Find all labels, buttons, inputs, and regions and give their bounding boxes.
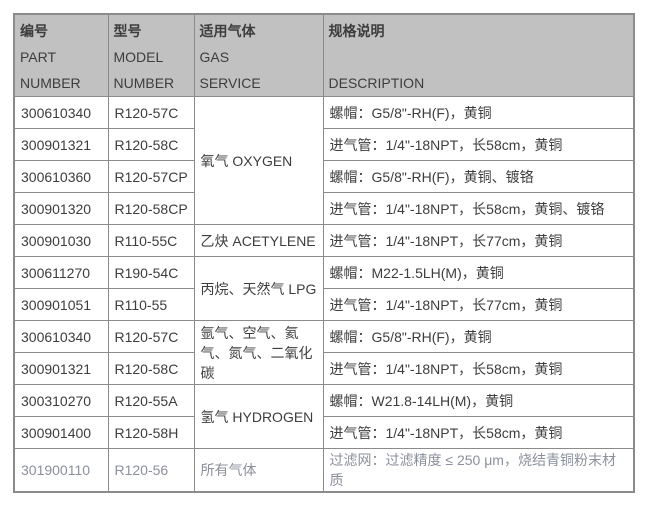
description-cell: 过滤网：过滤精度 ≤ 250 μm，烧结青铜粉末材质 bbox=[322, 448, 635, 493]
table-row: 300610340 R120-57C 氧气 OXYGEN 螺帽：G5/8"-RH… bbox=[13, 96, 635, 225]
table-row: 301900110 R120-56 所有气体 过滤网：过滤精度 ≤ 250 μm… bbox=[13, 448, 635, 493]
part-number-cell: 300611270 bbox=[13, 256, 109, 289]
table-row: 300901320 R120-58CP 进气管：1/4"-18NPT，长58cm… bbox=[13, 192, 635, 225]
model-number-cell: R120-55A bbox=[107, 384, 195, 417]
header-label-en2: SERVICE bbox=[199, 75, 261, 91]
model-number-cell: R120-58C bbox=[107, 128, 195, 161]
description-cell: 进气管：1/4"-18NPT，长58cm，黄铜 bbox=[322, 416, 635, 449]
description-cell: 进气管：1/4"-18NPT，长77cm，黄铜 bbox=[322, 288, 635, 321]
model-number-cell: R120-57CP bbox=[107, 160, 195, 193]
part-number-cell: 300610340 bbox=[13, 96, 109, 129]
table-row: 300310270 R120-55A 氢气 HYDROGEN 螺帽：W21.8-… bbox=[13, 384, 635, 449]
part-number-cell: 300901030 bbox=[13, 224, 109, 257]
header-label-en1: MODEL bbox=[113, 49, 164, 65]
table-row: 300901321 R120-58C 进气管：1/4"-18NPT，长58cm，… bbox=[13, 352, 635, 385]
model-number-cell: R120-58CP bbox=[107, 192, 195, 225]
model-number-cell: R110-55 bbox=[107, 288, 195, 321]
model-number-cell: R120-57C bbox=[107, 320, 195, 353]
header-label-en2: NUMBER bbox=[20, 75, 81, 91]
part-number-cell: 300901320 bbox=[13, 192, 109, 225]
model-number-cell: R120-58C bbox=[107, 352, 195, 385]
header-label-zh: 编号 bbox=[20, 23, 48, 39]
column-header-model-number: 型号 MODEL NUMBER bbox=[107, 13, 195, 97]
table-row: 300901321 R120-58C 进气管：1/4"-18NPT，长58cm，… bbox=[13, 128, 635, 161]
model-number-cell: R110-55C bbox=[107, 224, 195, 257]
part-number-cell: 300901321 bbox=[13, 128, 109, 161]
part-number-cell: 300610360 bbox=[13, 160, 109, 193]
model-number-cell: R120-57C bbox=[107, 96, 195, 129]
table-row: 300610360 R120-57CP 螺帽：G5/8"-RH(F)，黄铜、镀铬 bbox=[13, 160, 635, 193]
gas-service-cell: 所有气体 bbox=[193, 448, 324, 493]
gas-service-cell: 丙烷、天然气 LPG bbox=[193, 256, 324, 321]
model-number-cell: R120-56 bbox=[107, 448, 195, 493]
part-number-cell: 300901400 bbox=[13, 416, 109, 449]
gas-service-cell: 氧气 OXYGEN bbox=[193, 96, 324, 225]
table-row: 300901400 R120-58H 进气管：1/4"-18NPT，长58cm，… bbox=[13, 416, 635, 449]
gas-service-cell: 氢气 HYDROGEN bbox=[193, 384, 324, 449]
spec-table: 编号 PART NUMBER 型号 MODEL NUMBER 适用气体 GAS … bbox=[13, 13, 635, 493]
description-cell: 螺帽：G5/8"-RH(F)，黄铜 bbox=[322, 96, 635, 129]
column-header-gas-service: 适用气体 GAS SERVICE bbox=[193, 13, 324, 97]
header-label-en1: GAS bbox=[199, 49, 230, 65]
gas-service-cell: 乙炔 ACETYLENE bbox=[193, 224, 324, 257]
header-label-zh: 适用气体 bbox=[199, 23, 256, 39]
part-number-cell: 300310270 bbox=[13, 384, 109, 417]
header-label-zh: 规格说明 bbox=[328, 23, 385, 39]
description-cell: 进气管：1/4"-18NPT，长77cm，黄铜 bbox=[322, 224, 635, 257]
description-cell: 进气管：1/4"-18NPT，长58cm，黄铜 bbox=[322, 352, 635, 385]
header-label-en2: DESCRIPTION bbox=[328, 75, 425, 91]
column-header-description: 规格说明 DESCRIPTION bbox=[322, 13, 635, 97]
header-label-zh: 型号 bbox=[113, 23, 142, 39]
part-number-cell: 300901321 bbox=[13, 352, 109, 385]
description-cell: 进气管：1/4"-18NPT，长58cm，黄铜 bbox=[322, 128, 635, 161]
description-cell: 进气管：1/4"-18NPT，长58cm，黄铜、镀铬 bbox=[322, 192, 635, 225]
header-label-en1: PART bbox=[20, 49, 57, 65]
header-row: 编号 PART NUMBER 型号 MODEL NUMBER 适用气体 GAS … bbox=[13, 13, 635, 97]
header-label-en1 bbox=[329, 44, 630, 70]
part-number-cell: 301900110 bbox=[13, 448, 109, 493]
description-cell: 螺帽：G5/8"-RH(F)，黄铜 bbox=[322, 320, 635, 353]
page: { "colors": { "header_bg": "#c1c1c1", "b… bbox=[0, 13, 664, 508]
description-cell: 螺帽：G5/8"-RH(F)，黄铜、镀铬 bbox=[322, 160, 635, 193]
description-cell: 螺帽：W21.8-14LH(M)，黄铜 bbox=[322, 384, 635, 417]
part-number-cell: 300901051 bbox=[13, 288, 109, 321]
column-header-part-number: 编号 PART NUMBER bbox=[13, 13, 109, 97]
table-row: 300901051 R110-55 进气管：1/4"-18NPT，长77cm，黄… bbox=[13, 288, 635, 321]
part-number-cell: 300610340 bbox=[13, 320, 109, 353]
table-row: 300611270 R190-54C 丙烷、天然气 LPG 螺帽：M22-1.5… bbox=[13, 256, 635, 321]
description-cell: 螺帽：M22-1.5LH(M)，黄铜 bbox=[322, 256, 635, 289]
model-number-cell: R190-54C bbox=[107, 256, 195, 289]
header-label-en2: NUMBER bbox=[113, 75, 175, 91]
table-row: 300610340 R120-57C 氩气、空气、氦气、氮气、二氧化碳 螺帽：G… bbox=[13, 320, 635, 385]
gas-service-cell: 氩气、空气、氦气、氮气、二氧化碳 bbox=[193, 320, 324, 385]
model-number-cell: R120-58H bbox=[107, 416, 195, 449]
table-row: 300901030 R110-55C 乙炔 ACETYLENE 进气管：1/4"… bbox=[13, 224, 635, 257]
